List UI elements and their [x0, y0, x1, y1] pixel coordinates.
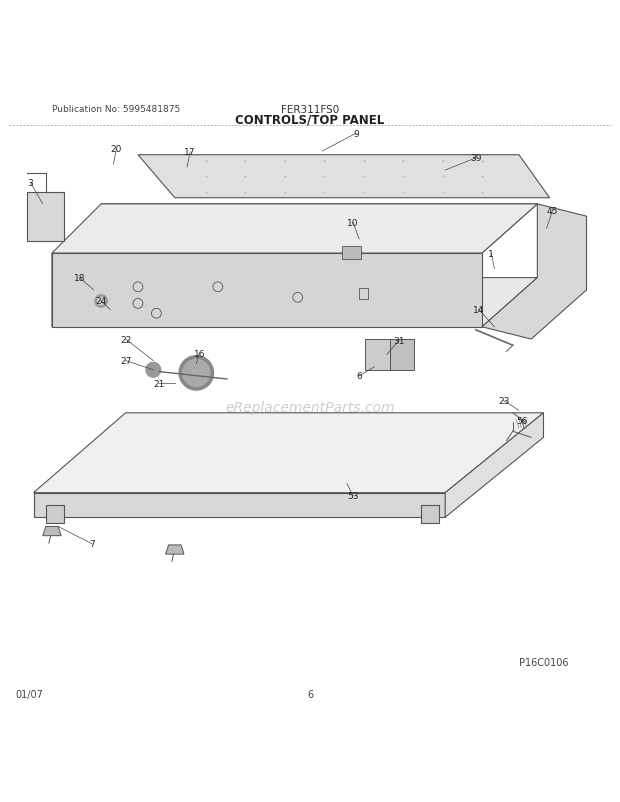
Polygon shape: [420, 505, 439, 524]
Text: eReplacementParts.com: eReplacementParts.com: [225, 400, 395, 414]
Text: 53: 53: [347, 492, 359, 500]
Text: 23: 23: [498, 396, 509, 406]
Polygon shape: [365, 339, 390, 371]
FancyBboxPatch shape: [342, 247, 361, 260]
Text: 16: 16: [193, 349, 205, 358]
Text: 24: 24: [95, 297, 107, 306]
Text: 56: 56: [516, 416, 528, 425]
Text: Publication No: 5995481875: Publication No: 5995481875: [52, 105, 180, 114]
Text: 18: 18: [74, 273, 86, 283]
Polygon shape: [390, 339, 414, 371]
Text: P16C0106: P16C0106: [519, 657, 569, 666]
Polygon shape: [33, 493, 445, 517]
Text: 14: 14: [473, 306, 485, 314]
Text: 6: 6: [307, 690, 313, 699]
Text: 20: 20: [111, 145, 122, 154]
Polygon shape: [27, 192, 64, 241]
Text: 7: 7: [89, 540, 95, 549]
Polygon shape: [445, 413, 544, 517]
Text: FER311FS0: FER311FS0: [281, 104, 339, 115]
Text: 27: 27: [120, 357, 131, 366]
Text: 1: 1: [489, 249, 494, 258]
Circle shape: [179, 356, 213, 391]
Text: 3: 3: [27, 179, 33, 188]
Text: 17: 17: [184, 148, 196, 157]
Text: 21: 21: [154, 379, 165, 388]
Text: 01/07: 01/07: [15, 690, 43, 699]
Polygon shape: [43, 527, 61, 536]
Circle shape: [146, 363, 161, 378]
Text: 39: 39: [470, 154, 482, 163]
Polygon shape: [33, 413, 544, 493]
Circle shape: [95, 295, 107, 308]
Polygon shape: [482, 205, 587, 339]
Polygon shape: [138, 156, 550, 198]
Text: 6: 6: [356, 372, 362, 381]
Polygon shape: [46, 505, 64, 524]
Text: CONTROLS/TOP PANEL: CONTROLS/TOP PANEL: [236, 113, 384, 127]
Polygon shape: [52, 205, 538, 253]
Text: 31: 31: [393, 336, 405, 346]
Text: 22: 22: [120, 335, 131, 344]
Circle shape: [183, 360, 210, 387]
Polygon shape: [166, 545, 184, 554]
Text: 10: 10: [347, 218, 359, 228]
Polygon shape: [52, 253, 482, 327]
Circle shape: [97, 298, 105, 306]
Text: 45: 45: [547, 206, 559, 215]
Polygon shape: [52, 205, 538, 327]
Text: 9: 9: [353, 130, 359, 139]
